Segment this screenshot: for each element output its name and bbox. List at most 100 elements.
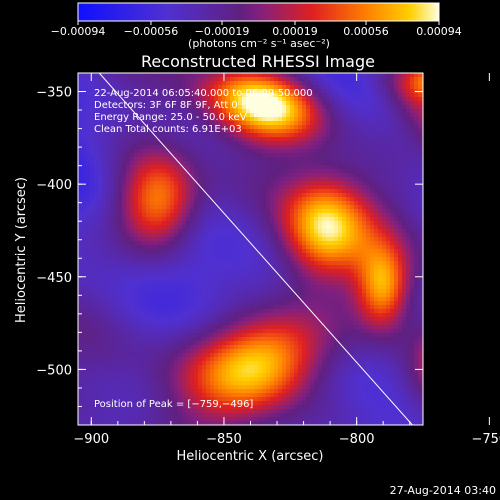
heatmap-cell (118, 145, 123, 150)
heatmap-cell (246, 113, 251, 118)
heatmap-cell (198, 193, 203, 198)
heatmap-cell (166, 297, 171, 302)
heatmap-cell (198, 229, 203, 234)
heatmap-cell (210, 253, 215, 258)
heatmap-cell (266, 125, 271, 130)
heatmap-cell (326, 133, 331, 138)
heatmap-cell (138, 273, 143, 278)
heatmap-cell (318, 169, 323, 174)
heatmap-cell (286, 293, 291, 298)
heatmap-cell (150, 253, 155, 258)
heatmap-cell (198, 113, 203, 118)
heatmap-cell (146, 293, 151, 298)
heatmap-cell (190, 261, 195, 266)
heatmap-cell (138, 301, 143, 306)
heatmap-cell (330, 161, 335, 166)
heatmap-cell (114, 85, 119, 90)
heatmap-cell (418, 201, 423, 206)
heatmap-cell (282, 257, 287, 262)
heatmap-cell (314, 253, 319, 258)
heatmap-cell (326, 113, 331, 118)
heatmap-cell (402, 205, 407, 210)
heatmap-cell (374, 241, 379, 246)
heatmap-cell (358, 177, 363, 182)
heatmap-cell (154, 169, 159, 174)
heatmap-cell (126, 173, 131, 178)
heatmap-cell (122, 141, 127, 146)
heatmap-cell (394, 105, 399, 110)
heatmap-cell (122, 109, 127, 114)
heatmap-cell (258, 237, 263, 242)
heatmap-cell (338, 93, 343, 98)
heatmap-cell (274, 97, 279, 102)
heatmap-cell (298, 125, 303, 130)
heatmap-cell (386, 269, 391, 274)
heatmap-cell (350, 269, 355, 274)
heatmap-cell (382, 297, 387, 302)
heatmap-cell (134, 249, 139, 254)
heatmap-cell (102, 121, 107, 126)
heatmap-cell (302, 125, 307, 130)
heatmap-cell (162, 245, 167, 250)
heatmap-cell (130, 193, 135, 198)
heatmap-cell (374, 121, 379, 126)
heatmap-cell (406, 249, 411, 254)
heatmap-cell (134, 165, 139, 170)
heatmap-cell (374, 221, 379, 226)
heatmap-cell (302, 237, 307, 242)
heatmap-cell (382, 197, 387, 202)
heatmap-cell (274, 225, 279, 230)
heatmap-cell (334, 257, 339, 262)
heatmap-cell (146, 153, 151, 158)
heatmap-cell (298, 85, 303, 90)
heatmap-cell (302, 97, 307, 102)
heatmap-cell (218, 165, 223, 170)
heatmap-cell (178, 293, 183, 298)
heatmap-cell (318, 221, 323, 226)
heatmap-cell (114, 89, 119, 94)
heatmap-cell (270, 249, 275, 254)
heatmap-cell (418, 241, 423, 246)
heatmap-cell (334, 197, 339, 202)
heatmap-cell (302, 273, 307, 278)
heatmap-cell (394, 149, 399, 154)
heatmap-cell (366, 185, 371, 190)
heatmap-cell (118, 89, 123, 94)
heatmap-cell (98, 173, 103, 178)
heatmap-cell (374, 289, 379, 294)
heatmap-cell (314, 177, 319, 182)
heatmap-cell (326, 73, 331, 78)
heatmap-cell (418, 261, 423, 266)
heatmap-cell (218, 229, 223, 234)
heatmap-cell (234, 117, 239, 122)
heatmap-cell (118, 185, 123, 190)
heatmap-cell (162, 129, 167, 134)
heatmap-cell (198, 169, 203, 174)
heatmap-cell (382, 209, 387, 214)
heatmap-cell (366, 85, 371, 90)
heatmap-cell (370, 285, 375, 290)
heatmap-cell (306, 89, 311, 94)
heatmap-cell (258, 109, 263, 114)
heatmap-cell (302, 173, 307, 178)
heatmap-cell (330, 269, 335, 274)
heatmap-cell (102, 297, 107, 302)
heatmap-cell (262, 129, 267, 134)
heatmap-cell (94, 161, 99, 166)
heatmap-cell (238, 297, 243, 302)
heatmap-cell (270, 237, 275, 242)
heatmap-cell (174, 89, 179, 94)
heatmap-cell (90, 293, 95, 298)
heatmap-cell (346, 285, 351, 290)
heatmap-cell (310, 145, 315, 150)
heatmap-cell (322, 273, 327, 278)
heatmap-cell (122, 225, 127, 230)
heatmap-cell (346, 165, 351, 170)
heatmap-cell (350, 77, 355, 82)
heatmap-cell (86, 73, 91, 78)
heatmap-cell (418, 145, 423, 150)
heatmap-cell (94, 257, 99, 262)
heatmap-cell (206, 285, 211, 290)
heatmap-cell (90, 117, 95, 122)
heatmap-cell (134, 169, 139, 174)
